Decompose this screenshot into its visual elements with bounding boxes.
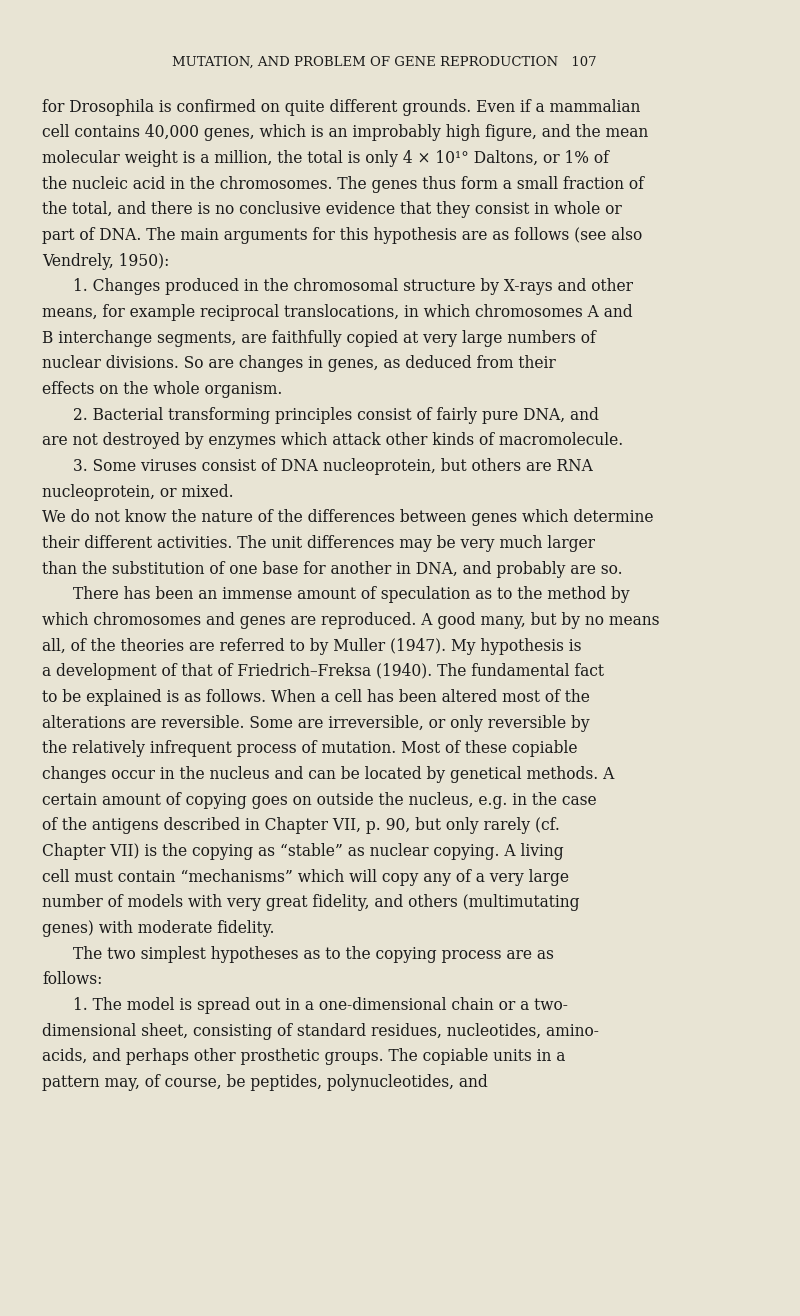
- Text: nuclear divisions. So are changes in genes, as deduced from their: nuclear divisions. So are changes in gen…: [42, 355, 556, 372]
- Text: the nucleic acid in the chromosomes. The genes thus form a small fraction of: the nucleic acid in the chromosomes. The…: [42, 175, 644, 192]
- Text: means, for example reciprocal translocations, in which chromosomes A and: means, for example reciprocal translocat…: [42, 304, 633, 321]
- Text: dimensional sheet, consisting of standard residues, nucleotides, amino-: dimensional sheet, consisting of standar…: [42, 1023, 599, 1040]
- Text: 2. Bacterial transforming principles consist of fairly pure DNA, and: 2. Bacterial transforming principles con…: [73, 407, 599, 424]
- Text: are not destroyed by enzymes which attack other kinds of macromolecule.: are not destroyed by enzymes which attac…: [42, 432, 623, 449]
- Text: their different activities. The unit differences may be very much larger: their different activities. The unit dif…: [42, 534, 595, 551]
- Text: There has been an immense amount of speculation as to the method by: There has been an immense amount of spec…: [73, 586, 630, 603]
- Text: effects on the whole organism.: effects on the whole organism.: [42, 380, 282, 397]
- Text: 3. Some viruses consist of DNA nucleoprotein, but others are RNA: 3. Some viruses consist of DNA nucleopro…: [73, 458, 593, 475]
- Text: The two simplest hypotheses as to the copying process are as: The two simplest hypotheses as to the co…: [73, 945, 554, 962]
- Text: which chromosomes and genes are reproduced. A good many, but by no means: which chromosomes and genes are reproduc…: [42, 612, 660, 629]
- Text: follows:: follows:: [42, 971, 102, 988]
- Text: changes occur in the nucleus and can be located by genetical methods. A: changes occur in the nucleus and can be …: [42, 766, 614, 783]
- Text: to be explained is as follows. When a cell has been altered most of the: to be explained is as follows. When a ce…: [42, 688, 590, 705]
- Text: than the substitution of one base for another in DNA, and probably are so.: than the substitution of one base for an…: [42, 561, 623, 578]
- Text: B interchange segments, are faithfully copied at very large numbers of: B interchange segments, are faithfully c…: [42, 329, 596, 346]
- Text: the total, and there is no conclusive evidence that they consist in whole or: the total, and there is no conclusive ev…: [42, 201, 622, 218]
- Text: for Drosophila is confirmed on quite different grounds. Even if a mammalian: for Drosophila is confirmed on quite dif…: [42, 99, 641, 116]
- Text: 1. The model is spread out in a one-dimensional chain or a two-: 1. The model is spread out in a one-dime…: [73, 996, 568, 1013]
- Text: acids, and perhaps other prosthetic groups. The copiable units in a: acids, and perhaps other prosthetic grou…: [42, 1048, 566, 1065]
- Text: pattern may, of course, be peptides, polynucleotides, and: pattern may, of course, be peptides, pol…: [42, 1074, 488, 1091]
- Text: the relatively infrequent process of mutation. Most of these copiable: the relatively infrequent process of mut…: [42, 740, 578, 757]
- Text: part of DNA. The main arguments for this hypothesis are as follows (see also: part of DNA. The main arguments for this…: [42, 226, 642, 243]
- Text: genes) with moderate fidelity.: genes) with moderate fidelity.: [42, 920, 274, 937]
- Text: cell must contain “mechanisms” which will copy any of a very large: cell must contain “mechanisms” which wil…: [42, 869, 570, 886]
- Text: of the antigens described in Chapter VII, p. 90, but only rarely (cf.: of the antigens described in Chapter VII…: [42, 817, 560, 834]
- Text: Chapter VII) is the copying as “stable” as nuclear copying. A living: Chapter VII) is the copying as “stable” …: [42, 842, 564, 859]
- Text: cell contains 40,000 genes, which is an improbably high figure, and the mean: cell contains 40,000 genes, which is an …: [42, 124, 649, 141]
- Text: 1. Changes produced in the chromosomal structure by X-rays and other: 1. Changes produced in the chromosomal s…: [73, 278, 633, 295]
- Text: number of models with very great fidelity, and others (multimutating: number of models with very great fidelit…: [42, 894, 580, 911]
- Text: We do not know the nature of the differences between genes which determine: We do not know the nature of the differe…: [42, 509, 654, 526]
- Text: alterations are reversible. Some are irreversible, or only reversible by: alterations are reversible. Some are irr…: [42, 715, 590, 732]
- Text: molecular weight is a million, the total is only 4 × 10¹° Daltons, or 1% of: molecular weight is a million, the total…: [42, 150, 609, 167]
- Text: certain amount of copying goes on outside the nucleus, e.g. in the case: certain amount of copying goes on outsid…: [42, 791, 597, 808]
- Text: MUTATION, AND PROBLEM OF GENE REPRODUCTION 107: MUTATION, AND PROBLEM OF GENE REPRODUCTI…: [172, 55, 597, 68]
- Text: a development of that of Friedrich–Freksa (1940). The fundamental fact: a development of that of Friedrich–Freks…: [42, 663, 604, 680]
- Text: nucleoprotein, or mixed.: nucleoprotein, or mixed.: [42, 483, 234, 500]
- Text: all, of the theories are referred to by Muller (1947). My hypothesis is: all, of the theories are referred to by …: [42, 637, 582, 654]
- Text: Vendrely, 1950):: Vendrely, 1950):: [42, 253, 170, 270]
